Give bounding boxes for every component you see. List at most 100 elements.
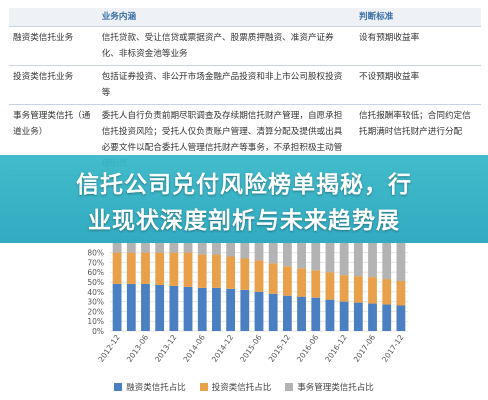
- table-header-criteria: 判断标准: [355, 8, 481, 27]
- legend-item-financing: 融资类信托占比: [114, 381, 186, 393]
- bar-segment: [325, 243, 335, 273]
- x-tick-label: 2016-06: [295, 333, 320, 364]
- bar-segment: [325, 299, 335, 331]
- bar-segment: [254, 291, 264, 331]
- x-tick-label: 2017-06: [352, 333, 377, 364]
- legend-label-investment: 投资类信托占比: [211, 383, 272, 393]
- row-criteria: 不设预期收益率: [355, 65, 481, 105]
- bar-segment: [226, 243, 236, 257]
- bar-segment: [240, 243, 250, 259]
- y-tick-label: 0%: [92, 327, 104, 336]
- bar-segment: [169, 252, 179, 286]
- bar-segment: [126, 243, 136, 253]
- bar-segment: [368, 277, 377, 304]
- y-tick-label: 30%: [87, 298, 104, 307]
- x-tick-label: 2013-12: [153, 333, 178, 364]
- bar-segment: [353, 302, 363, 331]
- bar-segment: [297, 296, 306, 331]
- business-type-table-section: 业务内涵 判断标准 融资类信托业务 信托贷款、受让信贷或票据资产、股票质押融资、…: [0, 0, 488, 176]
- headline-banner: 信托公司兑付风险榜单揭秘，行 业现状深度剖析与未来趋势展: [0, 155, 488, 243]
- bar-segment: [297, 243, 306, 269]
- bar-segment: [155, 243, 165, 253]
- row-description: 信托贷款、受让信贷或票据资产、股票质押融资、准资产证券化、非标资金池等业务: [97, 26, 354, 66]
- bar-segment: [197, 254, 207, 288]
- x-tick-label: 2015-12: [267, 333, 292, 364]
- legend-item-investment: 投资类信托占比: [199, 381, 272, 393]
- bar-segment: [282, 266, 292, 296]
- y-tick-label: 80%: [87, 249, 104, 258]
- bar-segment: [382, 304, 392, 331]
- bar-segment: [141, 243, 150, 253]
- business-type-table: 业务内涵 判断标准 融资类信托业务 信托贷款、受让信贷或票据资产、股票质押融资、…: [9, 8, 481, 176]
- bar-segment: [183, 286, 193, 331]
- bar-segment: [226, 288, 236, 331]
- bar-segment: [254, 243, 264, 261]
- bar-segment: [311, 243, 321, 271]
- bar-segment: [268, 293, 278, 331]
- bar-segment: [155, 252, 165, 285]
- legend-item-affairs: 事务管理类信托占比: [285, 381, 374, 393]
- bar-segment: [297, 268, 306, 297]
- x-tick-label: 2012-12: [96, 333, 121, 364]
- bar-segment: [396, 305, 406, 331]
- bar-segment: [382, 243, 392, 280]
- x-tick-label: 2014-12: [210, 333, 235, 364]
- bar-segment: [155, 284, 165, 331]
- bar-segment: [141, 283, 150, 331]
- x-tick-label: 2017-12: [380, 333, 405, 364]
- bar-segment: [339, 275, 349, 302]
- bar-segment: [382, 279, 392, 305]
- bar-segment: [282, 295, 292, 331]
- headline-line-2: 业现状深度剖析与未来趋势展: [88, 208, 400, 234]
- y-tick-label: 60%: [87, 268, 104, 277]
- bar-segment: [339, 243, 349, 276]
- bar-segment: [282, 243, 292, 267]
- x-tick-label: 2014-06: [182, 333, 207, 364]
- bar-segment: [197, 287, 207, 331]
- legend-swatch-affairs: [285, 383, 294, 391]
- stacked-bar-chart-section: 0% 10% 20% 30% 40% 50% 60% 70% 80% 2012-12 2013-06…: [0, 243, 488, 400]
- x-tick-label: 2015-06: [238, 333, 263, 364]
- table-row: 投资类信托业务 包括证券投资、非公开市场金融产品投资和非上市公司股权投资等 不设…: [9, 65, 481, 105]
- table-header-row: 业务内涵 判断标准: [9, 8, 481, 27]
- legend-swatch-financing: [114, 383, 123, 391]
- legend-swatch-investment: [199, 383, 208, 391]
- row-criteria: 设有预期收益率: [355, 26, 481, 66]
- bar-segment: [112, 252, 122, 284]
- bar-segment: [311, 270, 321, 298]
- bar-segment: [169, 285, 179, 331]
- x-tick-label: 2013-06: [125, 333, 150, 364]
- bar-segment: [183, 252, 193, 287]
- y-tick-label: 20%: [87, 307, 104, 316]
- bar-segment: [254, 260, 264, 292]
- row-description: 包括证券投资、非公开市场金融产品投资和非上市公司股权投资等: [97, 65, 354, 105]
- bar-segment: [112, 283, 122, 331]
- row-category: 融资类信托业务: [9, 26, 98, 66]
- bar-segment: [240, 289, 250, 331]
- y-tick-label: 50%: [87, 278, 104, 287]
- bar-segment: [126, 252, 136, 284]
- bar-segment: [268, 263, 278, 294]
- y-tick-label: 40%: [87, 288, 104, 297]
- stacked-bar-chart: 0%10%20%30%40%50%60%70%80% 2012-12 2013-06…: [87, 243, 408, 364]
- bar-segment: [212, 287, 221, 331]
- row-category: 投资类信托业务: [9, 65, 98, 105]
- bar-segment: [183, 243, 193, 253]
- y-tick-label: 70%: [87, 258, 104, 267]
- bar-segment: [268, 243, 278, 264]
- bar-segment: [368, 303, 377, 331]
- headline-line-1: 信托公司兑付风险榜单揭秘，行: [76, 172, 412, 198]
- bar-segment: [240, 258, 250, 290]
- bar-segment: [396, 243, 406, 282]
- bar-segment: [197, 243, 207, 255]
- bar-segment: [212, 254, 221, 288]
- x-tick-label: 2016-12: [323, 333, 348, 364]
- bar-segment: [325, 272, 335, 300]
- bar-segment: [226, 256, 236, 289]
- table-header-description: 业务内涵: [97, 8, 354, 27]
- bar-segment: [353, 276, 363, 303]
- bar-segment: [339, 301, 349, 331]
- bar-segment: [126, 283, 136, 331]
- bar-segment: [368, 243, 377, 278]
- bar-segment: [396, 281, 406, 306]
